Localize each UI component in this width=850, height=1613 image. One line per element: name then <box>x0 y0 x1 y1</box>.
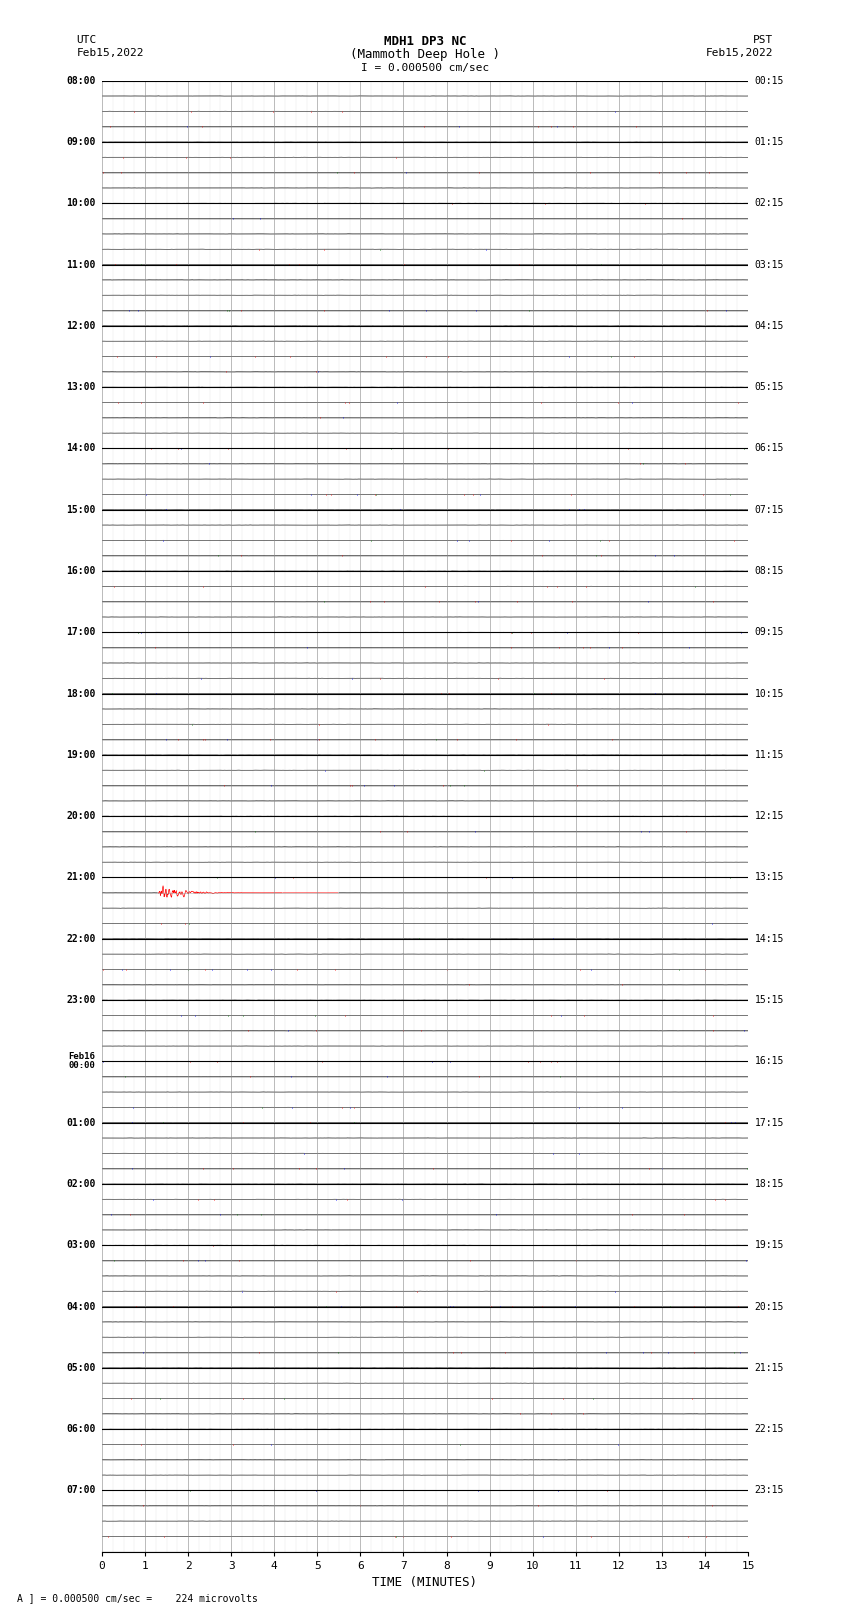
Text: 20:00: 20:00 <box>66 811 95 821</box>
Text: PST: PST <box>753 35 774 45</box>
Text: 22:00: 22:00 <box>66 934 95 944</box>
Text: 18:00: 18:00 <box>66 689 95 698</box>
Text: 06:15: 06:15 <box>755 444 784 453</box>
Text: 01:00: 01:00 <box>66 1118 95 1127</box>
Text: 18:15: 18:15 <box>755 1179 784 1189</box>
Text: Feb15,2022: Feb15,2022 <box>706 48 774 58</box>
Text: 22:15: 22:15 <box>755 1424 784 1434</box>
Text: 19:15: 19:15 <box>755 1240 784 1250</box>
Text: 14:15: 14:15 <box>755 934 784 944</box>
Text: 10:15: 10:15 <box>755 689 784 698</box>
Text: 02:15: 02:15 <box>755 198 784 208</box>
Text: 16:15: 16:15 <box>755 1057 784 1066</box>
Text: 04:15: 04:15 <box>755 321 784 331</box>
Text: 07:15: 07:15 <box>755 505 784 515</box>
Text: 21:00: 21:00 <box>66 873 95 882</box>
Text: 09:15: 09:15 <box>755 627 784 637</box>
Text: 16:00: 16:00 <box>66 566 95 576</box>
Text: I = 0.000500 cm/sec: I = 0.000500 cm/sec <box>361 63 489 73</box>
Text: 04:00: 04:00 <box>66 1302 95 1311</box>
Text: 23:00: 23:00 <box>66 995 95 1005</box>
Text: Feb16: Feb16 <box>69 1052 95 1061</box>
Text: 07:00: 07:00 <box>66 1486 95 1495</box>
Text: 13:15: 13:15 <box>755 873 784 882</box>
Text: 03:15: 03:15 <box>755 260 784 269</box>
Text: (Mammoth Deep Hole ): (Mammoth Deep Hole ) <box>350 48 500 61</box>
Text: 00:00: 00:00 <box>69 1061 95 1071</box>
Text: 09:00: 09:00 <box>66 137 95 147</box>
Text: 06:00: 06:00 <box>66 1424 95 1434</box>
Text: 21:15: 21:15 <box>755 1363 784 1373</box>
Text: 08:15: 08:15 <box>755 566 784 576</box>
Text: Feb15,2022: Feb15,2022 <box>76 48 144 58</box>
Text: 23:15: 23:15 <box>755 1486 784 1495</box>
Text: 19:00: 19:00 <box>66 750 95 760</box>
Text: 15:00: 15:00 <box>66 505 95 515</box>
Text: 11:15: 11:15 <box>755 750 784 760</box>
Text: 10:00: 10:00 <box>66 198 95 208</box>
Text: 00:15: 00:15 <box>755 76 784 85</box>
Text: 17:15: 17:15 <box>755 1118 784 1127</box>
Text: 15:15: 15:15 <box>755 995 784 1005</box>
Text: 05:00: 05:00 <box>66 1363 95 1373</box>
Text: 12:15: 12:15 <box>755 811 784 821</box>
Text: 03:00: 03:00 <box>66 1240 95 1250</box>
Text: 11:00: 11:00 <box>66 260 95 269</box>
Text: 08:00: 08:00 <box>66 76 95 85</box>
Text: A ] = 0.000500 cm/sec =    224 microvolts: A ] = 0.000500 cm/sec = 224 microvolts <box>17 1594 258 1603</box>
Text: 14:00: 14:00 <box>66 444 95 453</box>
Text: 12:00: 12:00 <box>66 321 95 331</box>
X-axis label: TIME (MINUTES): TIME (MINUTES) <box>372 1576 478 1589</box>
Text: MDH1 DP3 NC: MDH1 DP3 NC <box>383 35 467 48</box>
Text: 20:15: 20:15 <box>755 1302 784 1311</box>
Text: 17:00: 17:00 <box>66 627 95 637</box>
Text: 05:15: 05:15 <box>755 382 784 392</box>
Text: UTC: UTC <box>76 35 97 45</box>
Text: 01:15: 01:15 <box>755 137 784 147</box>
Text: 02:00: 02:00 <box>66 1179 95 1189</box>
Text: 13:00: 13:00 <box>66 382 95 392</box>
